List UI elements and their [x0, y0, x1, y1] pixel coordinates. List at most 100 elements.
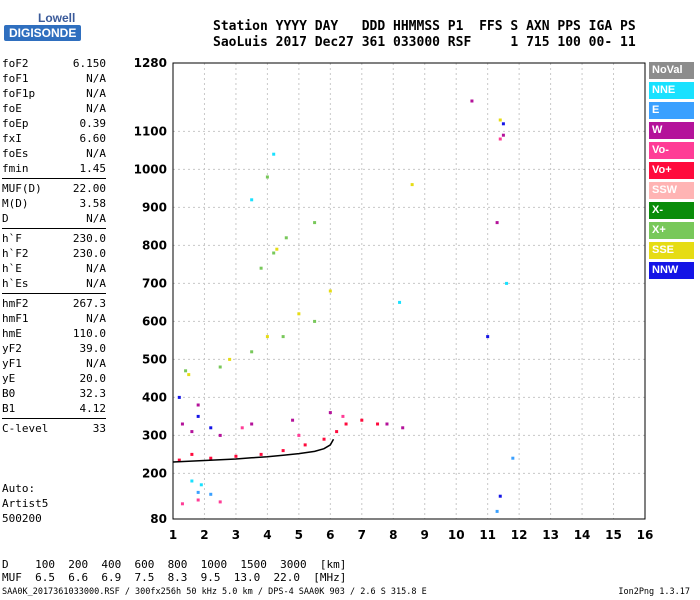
param-value: 20.0 — [79, 372, 107, 385]
data-point — [272, 251, 276, 255]
param-row: yF2 39.0 — [2, 341, 106, 356]
param-value: 22.00 — [72, 182, 106, 195]
param-value: N/A — [86, 212, 106, 225]
data-point — [297, 433, 301, 437]
data-point — [486, 335, 490, 339]
param-value: N/A — [86, 277, 106, 290]
legend-entry: W — [649, 122, 694, 139]
data-point — [240, 426, 244, 430]
param-row: C-level 33 — [2, 421, 106, 436]
data-point — [272, 152, 276, 156]
param-label: foEp — [2, 117, 29, 130]
param-label: foF1p — [2, 87, 36, 100]
data-point — [410, 183, 414, 187]
station-header: Station YYYY DAY DDD HHMMSS P1 FFS S AXN… — [213, 19, 636, 51]
y-tick-label: 900 — [142, 200, 167, 214]
data-point — [498, 494, 502, 498]
param-row: foF2 6.150 — [2, 56, 106, 71]
param-label: h`E — [2, 262, 22, 275]
param-value: 39.0 — [79, 342, 107, 355]
param-label: foEs — [2, 147, 29, 160]
data-point — [328, 289, 332, 293]
x-tick-label: 8 — [389, 528, 397, 542]
param-value: N/A — [86, 72, 106, 85]
y-tick-label: 1100 — [134, 124, 167, 138]
data-point — [281, 335, 285, 339]
param-value: 110.0 — [72, 327, 106, 340]
data-point — [177, 395, 181, 399]
x-tick-label: 4 — [263, 528, 271, 542]
param-label: foF1 — [2, 72, 29, 85]
data-point — [218, 365, 222, 369]
data-point — [498, 118, 502, 122]
y-tick-label: 600 — [142, 314, 167, 328]
param-row: foF1p N/A — [2, 86, 106, 101]
x-tick-label: 11 — [479, 528, 496, 542]
x-tick-label: 3 — [232, 528, 240, 542]
data-point — [511, 456, 515, 460]
polarization-legend: NoVal NNE E W Vo- Vo+ SSW X- X+ SSE NNW — [649, 62, 694, 282]
data-point — [360, 418, 364, 422]
data-point — [250, 422, 254, 426]
data-point — [177, 458, 181, 462]
legend-entry: NoVal — [649, 62, 694, 79]
param-value: 230.0 — [72, 247, 106, 260]
param-label: B1 — [2, 402, 16, 415]
param-value: N/A — [86, 262, 106, 275]
data-point — [341, 414, 345, 418]
param-label: yF1 — [2, 357, 22, 370]
data-point — [501, 122, 505, 126]
muf-value-row: MUF 6.5 6.6 6.9 7.5 8.3 9.5 13.0 22.0 [M… — [2, 571, 347, 584]
data-point — [218, 433, 222, 437]
param-row: hmE 110.0 — [2, 326, 106, 341]
data-point — [234, 454, 238, 458]
data-point — [376, 422, 380, 426]
param-row: foEp 0.39 — [2, 116, 106, 131]
param-row: yF1 N/A — [2, 356, 106, 371]
param-value: N/A — [86, 147, 106, 160]
data-point — [398, 300, 402, 304]
param-value: N/A — [86, 87, 106, 100]
data-point — [275, 247, 279, 251]
data-point — [335, 430, 339, 434]
param-label: fxI — [2, 132, 22, 145]
data-point — [199, 483, 203, 487]
param-separator — [2, 293, 106, 294]
legend-entry: X+ — [649, 222, 694, 239]
header-line-2: SaoLuis 2017 Dec27 361 033000 RSF 1 715 … — [213, 35, 636, 50]
param-value: 32.3 — [79, 387, 107, 400]
y-tick-label: 800 — [142, 238, 167, 252]
y-tick-label: 1280 — [134, 56, 167, 70]
chart-frame — [172, 62, 646, 520]
data-point — [498, 137, 502, 141]
x-tick-label: 2 — [200, 528, 208, 542]
param-row: h`E N/A — [2, 261, 106, 276]
param-row: fxI 6.60 — [2, 131, 106, 146]
param-value: 1.45 — [79, 162, 107, 175]
y-tick-label: 400 — [142, 390, 167, 404]
param-separator — [2, 178, 106, 179]
data-point — [184, 369, 188, 373]
param-value: 0.39 — [79, 117, 107, 130]
x-tick-label: 7 — [358, 528, 366, 542]
chart-points — [177, 99, 515, 513]
param-label: hmF2 — [2, 297, 29, 310]
auto-label: Auto: — [2, 482, 36, 495]
file-info-footer: SAA0K_2017361033000.RSF / 300fx256h 50 k… — [2, 587, 427, 597]
legend-entry: SSE — [649, 242, 694, 259]
y-tick-label: 700 — [142, 276, 167, 290]
data-point — [250, 198, 254, 202]
param-value: 33 — [92, 422, 106, 435]
param-label: fmin — [2, 162, 29, 175]
x-tick-label: 13 — [542, 528, 559, 542]
param-row: h`F 230.0 — [2, 231, 106, 246]
data-point — [303, 443, 307, 447]
data-point — [328, 411, 332, 415]
header-line-1: Station YYYY DAY DDD HHMMSS P1 FFS S AXN… — [213, 19, 636, 34]
data-point — [196, 490, 200, 494]
param-label: M(D) — [2, 197, 29, 210]
auto-program: Artist5 — [2, 497, 49, 510]
param-label: yE — [2, 372, 16, 385]
param-value: N/A — [86, 357, 106, 370]
